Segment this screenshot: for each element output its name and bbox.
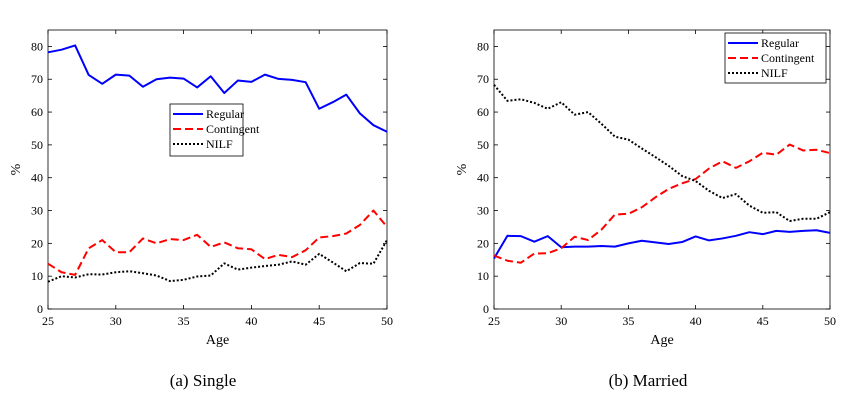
y-tick-label: 10 (31, 269, 43, 283)
plot-area-frame (493, 29, 831, 310)
x-tick-label: 30 (110, 314, 122, 328)
y-tick-label: 10 (477, 269, 489, 283)
legend-box (169, 103, 244, 157)
x-axis-label: Age (206, 333, 229, 348)
x-tick-label: 45 (313, 314, 325, 328)
y-tick-label: 80 (31, 39, 43, 53)
x-tick-label: 35 (178, 314, 190, 328)
chart-panel-2: 25 30 35 40 45 50 0 10 20 30 40 50 60 70 80 Age% Regular… (455, 29, 836, 390)
x-tick-label: 45 (757, 314, 769, 328)
series-line-regular (493, 229, 831, 259)
y-tick-label: 70 (477, 72, 489, 86)
y-tick-label: 30 (477, 204, 489, 218)
series-line-nilf (493, 84, 831, 223)
y-axis-label: % (9, 163, 24, 175)
y-tick-label: 60 (477, 105, 489, 119)
legend-label-regular: Regular (761, 36, 799, 50)
x-tick-label: 25 (488, 314, 500, 328)
series-line-contingent (493, 143, 831, 264)
legend-label-nilf: NILF (761, 66, 788, 80)
legend-label-nilf: NILF (206, 137, 233, 151)
y-tick-label: 60 (31, 105, 43, 119)
chart-panel-1: 25 30 35 40 45 50 0 10 20 30 40 50 60 70 80 Age% Regular… (9, 29, 393, 390)
legend-label-contingent: Contingent (206, 122, 260, 136)
y-tick-label: 50 (477, 138, 489, 152)
y-tick-label: 40 (477, 171, 489, 185)
y-tick-label: 70 (31, 72, 43, 86)
legend-label-contingent: Contingent (761, 51, 815, 65)
panel-caption: (b) Married (609, 371, 688, 390)
y-axis-label: % (455, 163, 470, 175)
panel-caption: (a) Single (170, 371, 237, 390)
y-tick-label: 0 (483, 302, 489, 316)
series-line-regular (47, 44, 388, 133)
legend-label-regular: Regular (206, 107, 244, 121)
x-tick-label: 50 (824, 314, 836, 328)
y-tick-label: 40 (31, 171, 43, 185)
series-line-contingent (47, 209, 388, 276)
x-tick-label: 40 (690, 314, 702, 328)
plot-area-frame (47, 29, 388, 310)
x-tick-label: 40 (245, 314, 257, 328)
y-tick-label: 20 (477, 236, 489, 250)
x-tick-label: 25 (42, 314, 54, 328)
y-tick-label: 80 (477, 39, 489, 53)
y-tick-label: 30 (31, 204, 43, 218)
y-tick-label: 0 (37, 302, 43, 316)
y-tick-label: 20 (31, 236, 43, 250)
series-line-nilf (47, 239, 388, 283)
x-tick-label: 30 (555, 314, 567, 328)
x-tick-label: 35 (622, 314, 634, 328)
y-tick-label: 50 (31, 138, 43, 152)
x-axis-label: Age (650, 333, 673, 348)
x-tick-label: 50 (381, 314, 393, 328)
